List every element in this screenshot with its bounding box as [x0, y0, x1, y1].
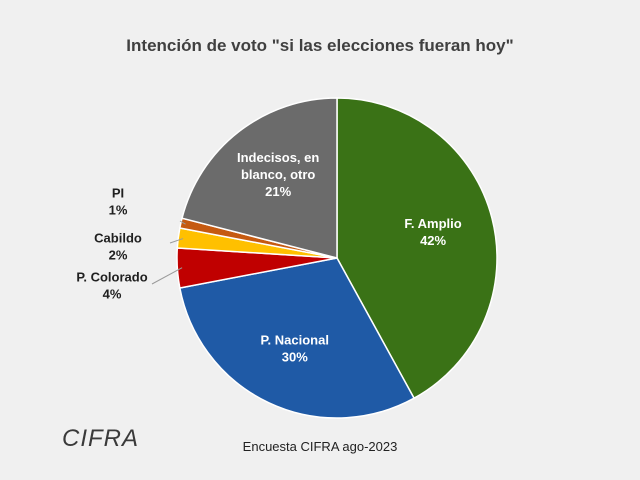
slice-label: PI 1% [109, 186, 128, 218]
chart-title: Intención de voto "si las elecciones fue… [126, 36, 514, 55]
leader-line [179, 220, 186, 225]
source-note: Encuesta CIFRA ago-2023 [242, 439, 398, 454]
slice-label: P. Colorado 4% [76, 270, 147, 302]
pie-slice-p-nacional [178, 257, 416, 419]
pie-slice-f-amplio [336, 97, 498, 400]
leader-line [169, 238, 184, 244]
slice-label: F. Amplio 42% [404, 216, 461, 248]
pie-slice-indecisos-en-blanco-otro [181, 97, 338, 259]
slice-label: Indecisos, en blanco, otro 21% [237, 150, 319, 199]
leader-line [151, 267, 183, 285]
cifra-logo: CIFRA [62, 425, 139, 452]
slice-label: Cabildo 2% [94, 231, 142, 263]
slice-label: P. Nacional 30% [261, 332, 329, 364]
